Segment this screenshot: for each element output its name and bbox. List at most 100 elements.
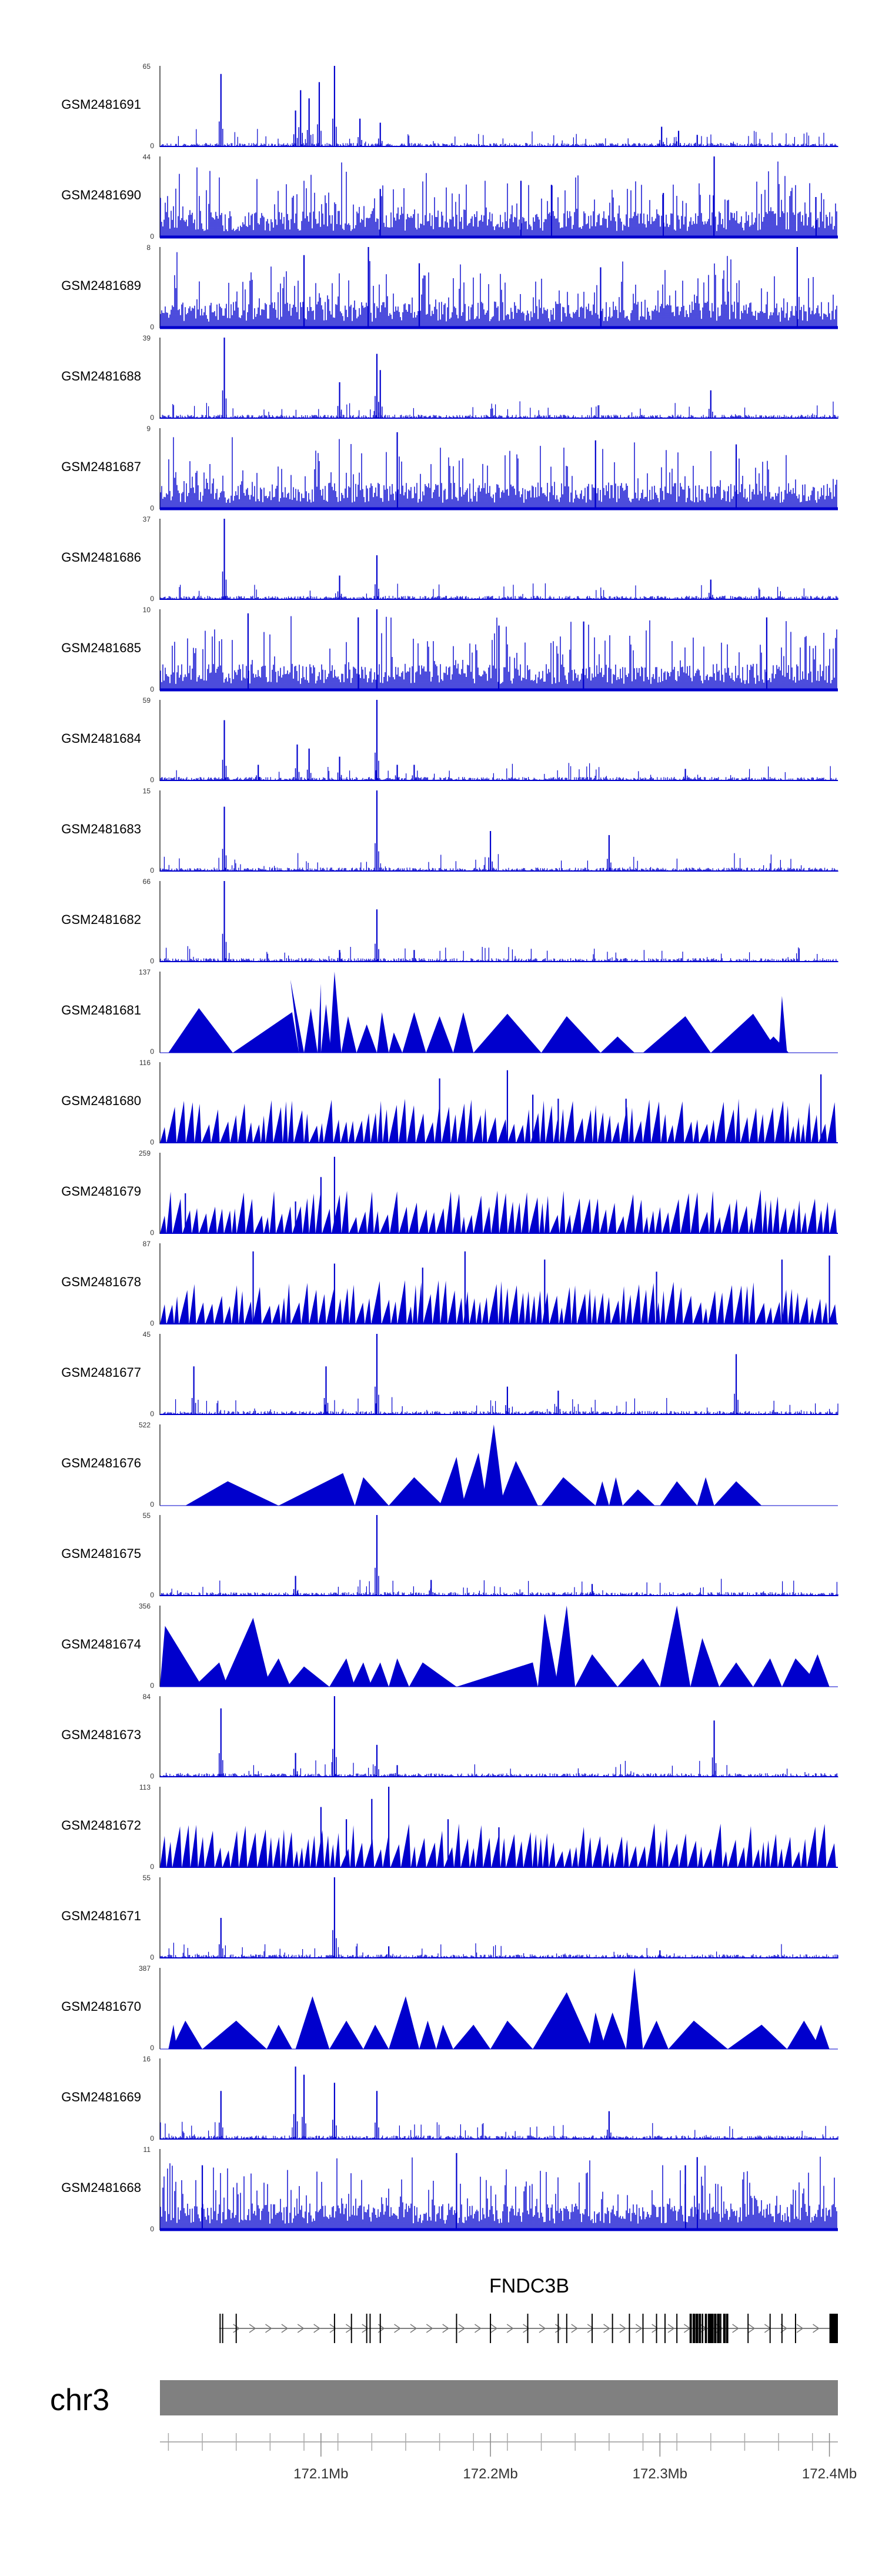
signal-peak <box>426 1016 453 1053</box>
strand-arrow <box>313 2324 320 2333</box>
x-tick-label: 172.2Mb <box>463 2466 517 2482</box>
signal-peak <box>376 1012 389 1053</box>
strand-arrow <box>780 2324 788 2333</box>
signal-bars <box>160 1579 838 1596</box>
track-label: GSM2481673 <box>61 1727 141 1742</box>
strand-arrow <box>635 2324 643 2333</box>
track-label: GSM2481679 <box>61 1184 141 1199</box>
gene-track: FNDC3B <box>219 2275 838 2343</box>
signal-peak <box>222 1617 270 1687</box>
y-max-label: 259 <box>139 1149 151 1157</box>
chromosome-name: chr3 <box>50 2383 109 2417</box>
exon <box>689 2314 692 2343</box>
y-min-label: 0 <box>150 142 154 150</box>
signal-peak <box>714 1481 762 1506</box>
signal-peak <box>409 1662 457 1687</box>
track-GSM2481681: GSM2481681 137 0 <box>61 968 838 1056</box>
y-min-label: 0 <box>150 323 154 331</box>
track-GSM2481668: GSM2481668 11 0 <box>61 2145 838 2233</box>
track-label: GSM2481691 <box>61 97 141 112</box>
track-GSM2481685: GSM2481685 10 0 <box>61 606 838 693</box>
signal-bars <box>160 161 837 238</box>
track-label: GSM2481681 <box>61 1003 141 1017</box>
signal-bars <box>160 1760 838 1777</box>
strand-arrow <box>475 2324 482 2333</box>
signal-area <box>160 1189 837 1234</box>
track-label: GSM2481689 <box>61 278 141 293</box>
exon <box>714 2314 717 2343</box>
signal-peak <box>232 1012 299 1053</box>
signal-peak <box>541 1477 596 1506</box>
gene-name: FNDC3B <box>489 2275 569 2297</box>
signal-tracks: GSM2481691650GSM2481690440GSM248168980GS… <box>61 62 838 2233</box>
track-label: GSM2481671 <box>61 1908 141 1923</box>
terminal-exon <box>829 2314 838 2343</box>
y-max-label: 113 <box>139 1783 151 1791</box>
y-min-label: 0 <box>150 1138 154 1146</box>
track-label: GSM2481678 <box>61 1274 141 1289</box>
strand-arrow <box>249 2324 256 2333</box>
signal-peak <box>402 1012 426 1053</box>
signal-peak <box>643 2020 669 2049</box>
strand-arrow <box>652 2324 659 2333</box>
signal-peak <box>719 1662 753 1687</box>
signal-peak <box>453 1012 474 1053</box>
track-GSM2481686: GSM2481686 37 0 <box>61 515 838 603</box>
y-min-label: 0 <box>150 866 154 875</box>
signal-peak <box>168 1008 233 1053</box>
chromosome-bar <box>160 2380 838 2415</box>
track-GSM2481671: GSM2481671 55 0 <box>61 1874 838 1961</box>
strand-arrow <box>748 2324 756 2333</box>
track-GSM2481691: GSM2481691 65 0 <box>61 62 838 150</box>
y-min-label: 0 <box>150 1410 154 1418</box>
strand-arrow <box>233 2324 240 2333</box>
y-max-label: 9 <box>146 425 151 433</box>
x-tick-label: 172.4Mb <box>802 2466 857 2482</box>
y-min-label: 0 <box>150 1047 154 1056</box>
y-max-label: 84 <box>143 1693 151 1701</box>
strand-arrow <box>394 2324 401 2333</box>
signal-peak <box>439 1457 465 1506</box>
signal-peak <box>287 1666 330 1687</box>
strand-arrow <box>796 2324 804 2333</box>
signal-peak <box>462 1453 487 1506</box>
strand-arrow <box>281 2324 289 2333</box>
strand-arrow <box>732 2324 739 2333</box>
y-max-label: 356 <box>139 1602 151 1610</box>
signal-peak <box>295 1996 330 2049</box>
y-max-label: 10 <box>143 606 151 614</box>
y-min-label: 0 <box>150 2225 154 2233</box>
exon <box>704 2314 707 2343</box>
x-tick-label: 172.3Mb <box>633 2466 687 2482</box>
track-GSM2481673: GSM2481673 84 0 <box>61 1693 838 1780</box>
signal-peak <box>261 1658 290 1687</box>
strand-arrow <box>297 2324 305 2333</box>
signal-peak <box>787 2020 821 2049</box>
y-min-label: 0 <box>150 776 154 784</box>
signal-peak <box>533 1992 593 2049</box>
signal-peak <box>609 1477 623 1506</box>
track-GSM2481674: GSM2481674 356 0 <box>61 1602 838 1690</box>
signal-peak <box>419 2020 436 2049</box>
signal-peak <box>660 1481 697 1506</box>
track-label: GSM2481672 <box>61 1818 141 1833</box>
track-GSM2481677: GSM2481677 45 0 <box>61 1330 838 1418</box>
signal-bars <box>160 583 838 600</box>
exon <box>726 2314 729 2343</box>
strand-arrow <box>603 2324 610 2333</box>
y-max-label: 116 <box>139 1059 151 1067</box>
exon <box>711 2314 714 2343</box>
signal-bars <box>160 616 837 690</box>
signal-peak <box>668 2020 728 2049</box>
signal-peak <box>697 1477 714 1506</box>
track-label: GSM2481669 <box>61 2090 141 2104</box>
signal-peak <box>329 972 342 1053</box>
y-min-label: 0 <box>150 1229 154 1237</box>
signal-peak <box>473 1013 542 1053</box>
track-label: GSM2481686 <box>61 550 141 565</box>
signal-peak <box>266 2024 292 2049</box>
y-max-label: 15 <box>143 787 151 795</box>
signal-peak <box>595 1481 609 1506</box>
signal-bars <box>160 401 838 419</box>
y-min-label: 0 <box>150 1319 154 1327</box>
